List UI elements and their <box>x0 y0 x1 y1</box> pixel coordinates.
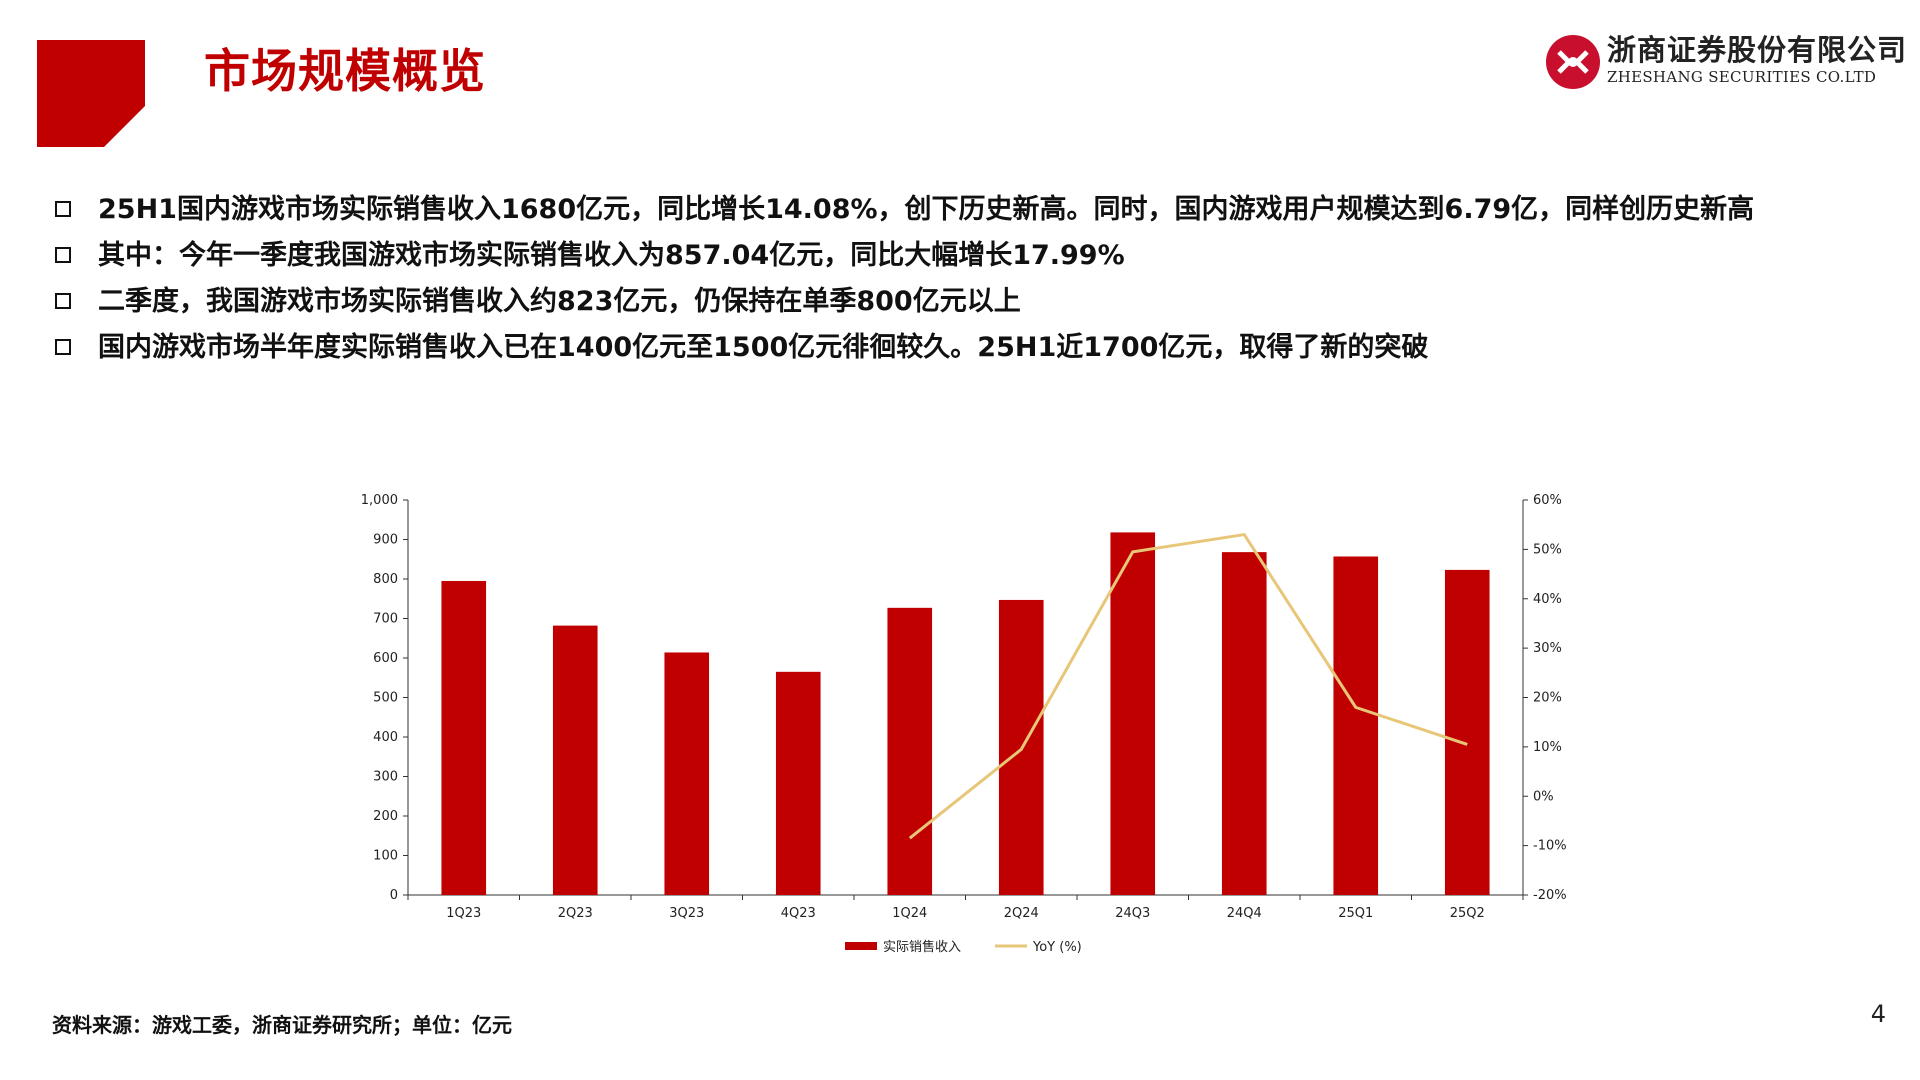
y-tick-label-right: 10% <box>1533 740 1562 755</box>
x-tick-label: 25Q1 <box>1338 906 1373 921</box>
bar-24Q3 <box>1110 532 1156 895</box>
bullet-text: 25H1国内游戏市场实际销售收入1680亿元，同比增长14.08%，创下历史新高… <box>98 194 1755 225</box>
x-tick-label: 24Q4 <box>1227 906 1262 921</box>
x-tick-label: 2Q24 <box>1004 906 1039 921</box>
square-bullet-icon <box>55 293 71 309</box>
square-bullet-icon <box>55 339 71 355</box>
y-tick-label-right: 20% <box>1533 691 1562 706</box>
page-title: 市场规模概览 <box>204 44 486 98</box>
x-tick-label: 4Q23 <box>781 906 816 921</box>
y-tick-label-left: 500 <box>373 691 398 706</box>
logo-name-en: ZHESHANG SECURITIES CO.LTD <box>1607 68 1877 86</box>
bar-2Q23 <box>552 625 598 895</box>
bullet-list: 25H1国内游戏市场实际销售收入1680亿元，同比增长14.08%，创下历史新高… <box>52 193 1882 377</box>
zheshang-logo-icon <box>1546 35 1600 89</box>
bar-25Q2 <box>1444 569 1490 895</box>
bar-1Q24 <box>887 607 933 895</box>
y-tick-label-left: 100 <box>373 849 398 864</box>
bar-3Q23 <box>664 652 710 895</box>
y-tick-label-right: 30% <box>1533 641 1562 656</box>
x-tick-label: 1Q24 <box>892 906 927 921</box>
bar-1Q23 <box>441 580 487 895</box>
x-tick-label: 25Q2 <box>1450 906 1485 921</box>
x-tick-label: 1Q23 <box>446 906 481 921</box>
bullet-item: 国内游戏市场半年度实际销售收入已在1400亿元至1500亿元徘徊较久。25H1近… <box>52 331 1882 365</box>
source-note: 资料来源：游戏工委，浙商证券研究所；单位：亿元 <box>52 1013 512 1037</box>
y-tick-label-left: 0 <box>390 888 398 903</box>
y-tick-label-left: 300 <box>373 770 398 785</box>
corner-decoration <box>37 40 145 147</box>
x-tick-label: 2Q23 <box>558 906 593 921</box>
page-number: 4 <box>1870 1000 1886 1028</box>
y-tick-label-left: 800 <box>373 572 398 587</box>
bullet-text: 其中：今年一季度我国游戏市场实际销售收入为857.04亿元，同比大幅增长17.9… <box>98 240 1125 271</box>
x-tick-label: 3Q23 <box>669 906 704 921</box>
revenue-yoy-chart: 0 100 200 300 400 500 600 700 800 900 1,000 -20% -10… <box>361 493 1567 955</box>
legend-label-bars: 实际销售收入 <box>883 939 961 955</box>
y-tick-label-left: 200 <box>373 809 398 824</box>
legend-swatch-bars <box>845 942 877 950</box>
y-tick-label-left: 900 <box>373 533 398 548</box>
square-bullet-icon <box>55 201 71 217</box>
bar-25Q1 <box>1333 556 1379 895</box>
y-tick-label-right: 0% <box>1533 789 1554 804</box>
legend-label-line: YoY (%) <box>1032 940 1082 955</box>
y-tick-label-right: -20% <box>1533 888 1567 903</box>
yoy-line <box>908 533 1468 840</box>
bullet-item: 25H1国内游戏市场实际销售收入1680亿元，同比增长14.08%，创下历史新高… <box>52 193 1882 227</box>
logo-name-cn: 浙商证券股份有限公司 <box>1607 33 1908 67</box>
bar-4Q23 <box>775 671 821 895</box>
y-tick-label-right: -10% <box>1533 839 1567 854</box>
bullet-item: 二季度，我国游戏市场实际销售收入约823亿元，仍保持在单季800亿元以上 <box>52 285 1882 319</box>
y-tick-label-left: 600 <box>373 651 398 666</box>
y-tick-label-right: 50% <box>1533 542 1562 557</box>
bullet-item: 其中：今年一季度我国游戏市场实际销售收入为857.04亿元，同比大幅增长17.9… <box>52 239 1882 273</box>
company-logo: 浙商证券股份有限公司 ZHESHANG SECURITIES CO.LTD <box>1545 30 1906 94</box>
bar-24Q4 <box>1221 552 1267 895</box>
y-tick-label-right: 60% <box>1533 493 1562 508</box>
square-bullet-icon <box>55 247 71 263</box>
y-tick-label-left: 400 <box>373 730 398 745</box>
y-tick-label-left: 700 <box>373 612 398 627</box>
y-tick-label-right: 40% <box>1533 592 1562 607</box>
bullet-text: 国内游戏市场半年度实际销售收入已在1400亿元至1500亿元徘徊较久。25H1近… <box>98 332 1429 363</box>
bullet-text: 二季度，我国游戏市场实际销售收入约823亿元，仍保持在单季800亿元以上 <box>98 286 1021 317</box>
y-tick-label-left: 1,000 <box>361 493 398 508</box>
x-tick-label: 24Q3 <box>1115 906 1150 921</box>
